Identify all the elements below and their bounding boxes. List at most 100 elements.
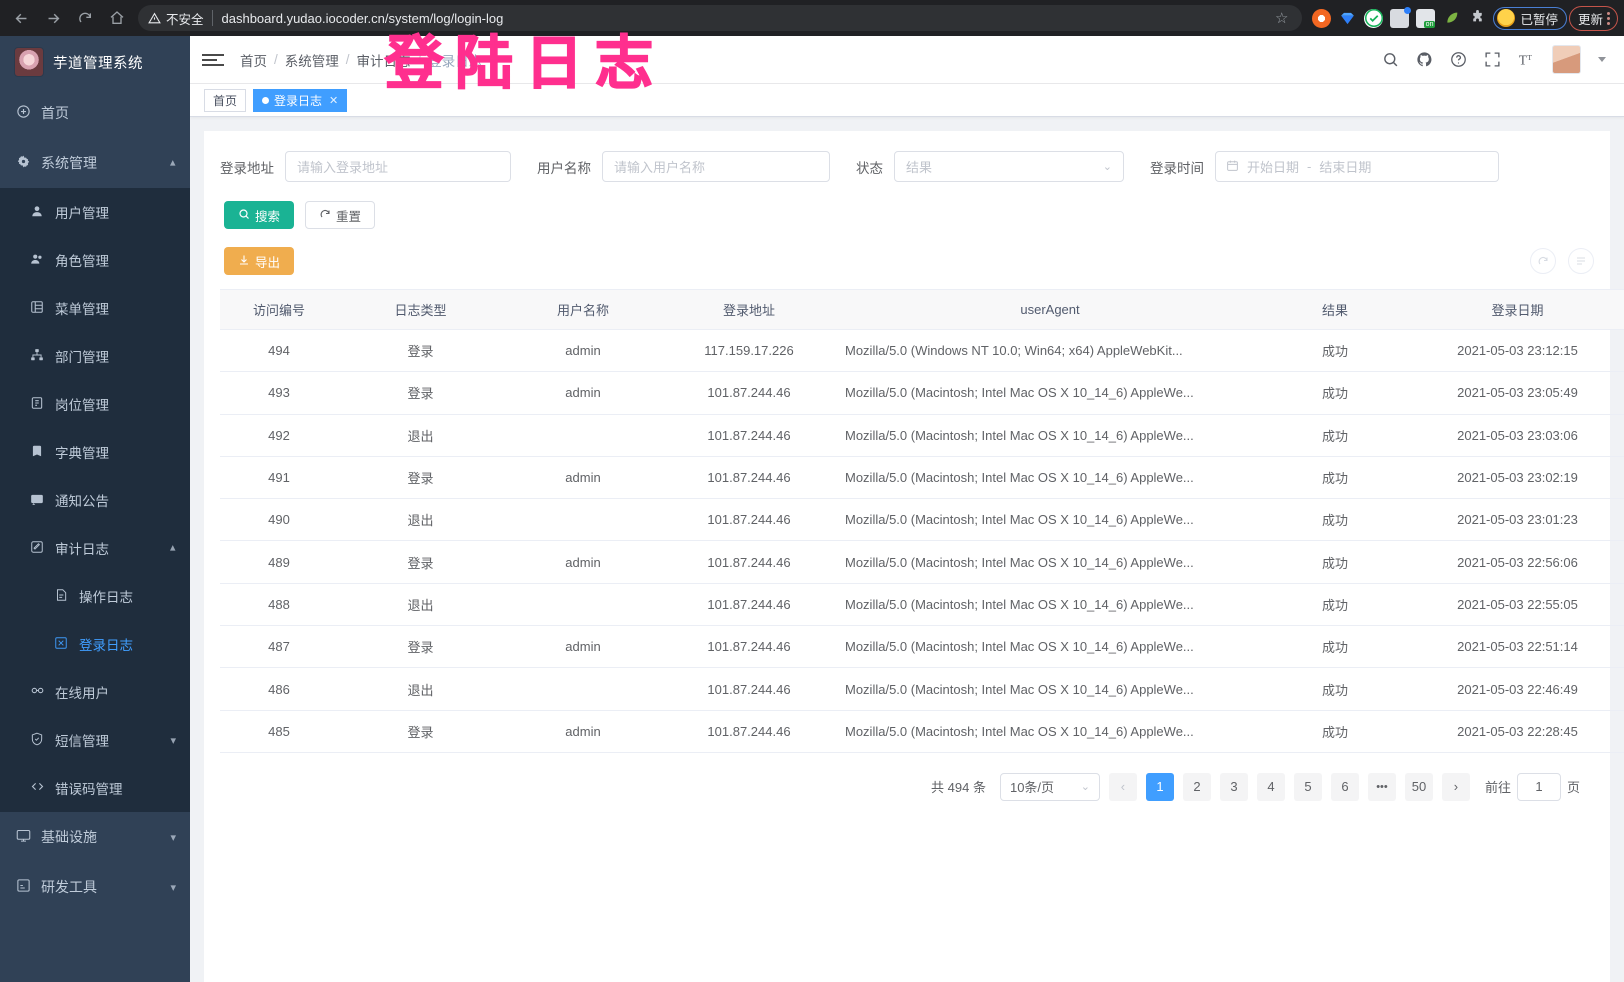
table-row[interactable]: 485 登录 admin 101.87.244.46 Mozilla/5.0 (Maci…: [220, 710, 1624, 753]
forward-arrow-icon[interactable]: [38, 3, 68, 33]
sidebar-item-dev-tools[interactable]: 研发工具 ▾: [0, 862, 190, 912]
status-select[interactable]: 结果 ⌄: [894, 151, 1124, 182]
sidebar-item-sms[interactable]: 短信管理 ▾: [0, 716, 190, 764]
breadcrumb-item-2[interactable]: 审计日志: [356, 53, 411, 69]
brand[interactable]: 芋道管理系统: [0, 36, 190, 88]
update-button[interactable]: 更新: [1568, 5, 1618, 31]
pagination-page-1[interactable]: 1: [1145, 772, 1174, 801]
fullscreen-icon[interactable]: [1484, 51, 1501, 68]
search-button[interactable]: 搜索: [224, 201, 295, 229]
table-row[interactable]: 490 退出 101.87.244.46 Mozilla/5.0 (Macintosh…: [220, 498, 1624, 542]
sidebar-item-roles[interactable]: 角色管理: [0, 236, 190, 284]
security-label: 不安全: [166, 12, 204, 27]
github-icon[interactable]: [1416, 51, 1433, 68]
browser-toolbar: 不安全 dashboard.yudao.iocoder.cn/system/lo…: [0, 0, 1624, 36]
pagination-jump-input[interactable]: 1: [1516, 772, 1561, 801]
address-bar[interactable]: 不安全 dashboard.yudao.iocoder.cn/system/lo…: [138, 5, 1303, 31]
sidebar-item-error-code[interactable]: 错误码管理: [0, 764, 190, 812]
sidebar-item-dictionary[interactable]: 字典管理: [0, 428, 190, 476]
chevron-down-icon: ▾: [170, 831, 176, 844]
browser-menu-icon[interactable]: [1605, 11, 1612, 25]
date-start-input[interactable]: 开始日期: [1247, 160, 1300, 175]
orange-ring-ext-icon[interactable]: [1312, 8, 1332, 28]
table-row[interactable]: 494 登录 admin 117.159.17.226 Mozilla/5.0 (Win…: [220, 329, 1624, 373]
pagination-page-3[interactable]: 3: [1219, 772, 1248, 801]
columns-circle-icon[interactable]: [1568, 248, 1594, 274]
sidebar-item-audit-log[interactable]: 审计日志 ▾: [0, 524, 190, 572]
pagination-ellipsis[interactable]: •••: [1367, 772, 1396, 801]
username-input[interactable]: 请输入用户名称: [602, 151, 830, 182]
table-row[interactable]: 486 退出 101.87.244.46 Mozilla/5.0 (Macintosh…: [220, 667, 1624, 711]
edit-icon: [28, 540, 46, 557]
form-item-login-time: 登录时间 开始日期 - 结束日期: [1150, 151, 1499, 182]
search-icon[interactable]: [1382, 51, 1399, 68]
puzzle-ext-icon[interactable]: [1468, 9, 1487, 28]
update-label: 更新: [1577, 12, 1603, 27]
avatar[interactable]: [1552, 45, 1581, 74]
sidebar-item-online-users[interactable]: 在线用户: [0, 668, 190, 716]
chevron-down-icon[interactable]: [1598, 57, 1606, 62]
help-icon[interactable]: [1450, 51, 1467, 68]
sidebar-item-home[interactable]: 首页: [0, 88, 190, 138]
date-end-input[interactable]: 结束日期: [1319, 160, 1372, 175]
sidebar-item-menus[interactable]: 菜单管理: [0, 284, 190, 332]
pagination-page-5[interactable]: 5: [1293, 772, 1322, 801]
app-root: 芋道管理系统 首页 系统管理 ▾ 用户管理: [0, 36, 1624, 982]
security-indicator[interactable]: 不安全: [148, 9, 212, 28]
reset-button[interactable]: 重置: [305, 201, 376, 229]
cell-id: 488: [220, 583, 338, 627]
sidebar-label-audit-log: 审计日志: [55, 542, 109, 557]
leaf-ext-icon[interactable]: [1442, 9, 1461, 28]
refresh-circle-icon[interactable]: [1530, 248, 1556, 274]
cell-user: [503, 667, 663, 711]
sidebar-item-users[interactable]: 用户管理: [0, 188, 190, 236]
sidebar-item-infrastructure[interactable]: 基础设施 ▾: [0, 812, 190, 862]
home-icon[interactable]: [102, 3, 132, 33]
pagination-page-2[interactable]: 2: [1182, 772, 1211, 801]
close-icon[interactable]: ✕: [329, 94, 339, 107]
login-address-input[interactable]: 请输入登录地址: [285, 151, 511, 182]
sidebar-label-online-users: 在线用户: [55, 686, 109, 701]
paused-button[interactable]: 已暂停: [1493, 6, 1567, 30]
cell-id: 485: [220, 710, 338, 753]
star-icon[interactable]: ☆: [1275, 10, 1289, 27]
pagination-prev[interactable]: ‹: [1108, 772, 1137, 801]
table-row[interactable]: 489 登录 admin 101.87.244.46 Mozilla/5.0 (Maci…: [220, 540, 1624, 584]
table-row[interactable]: 492 退出 101.87.244.46 Mozilla/5.0 (Macintosh…: [220, 414, 1624, 457]
status-select-value: 结果: [906, 160, 933, 175]
pagination-page-6[interactable]: 6: [1330, 772, 1359, 801]
table-row[interactable]: 491 登录 admin 101.87.244.46 Mozilla/5.0 (Maci…: [220, 456, 1624, 500]
green-on-ext-icon[interactable]: on: [1416, 8, 1436, 28]
sidebar-item-system[interactable]: 系统管理 ▾: [0, 138, 190, 188]
table-row[interactable]: 488 退出 101.87.244.46 Mozilla/5.0 (Macintosh…: [220, 583, 1624, 627]
label-login-time: 登录时间: [1150, 160, 1204, 176]
date-range-picker[interactable]: 开始日期 - 结束日期: [1215, 151, 1499, 182]
pagination-page-4[interactable]: 4: [1256, 772, 1285, 801]
breadcrumb-item-1[interactable]: 系统管理: [284, 53, 339, 69]
sidebar-item-login-log[interactable]: 登录日志: [0, 620, 190, 668]
tag-login-log[interactable]: 登录日志 ✕: [253, 88, 348, 112]
export-button[interactable]: 导出: [224, 247, 295, 275]
sidebar-item-posts[interactable]: 岗位管理: [0, 380, 190, 428]
table-row[interactable]: 493 登录 admin 101.87.244.46 Mozilla/5.0 (Maci…: [220, 371, 1624, 415]
breadcrumb-item-0[interactable]: 首页: [240, 53, 267, 69]
blue-doc-ext-icon[interactable]: [1390, 6, 1412, 28]
chevron-down-icon: ▾: [170, 734, 176, 747]
tag-home[interactable]: 首页: [204, 88, 247, 112]
pagination-page-last[interactable]: 50: [1404, 772, 1433, 801]
sidebar-item-notice[interactable]: 通知公告: [0, 476, 190, 524]
table-row[interactable]: 487 登录 admin 101.87.244.46 Mozilla/5.0 (Maci…: [220, 625, 1624, 669]
sidebar-item-departments[interactable]: 部门管理: [0, 332, 190, 380]
search-icon: [238, 208, 250, 223]
green-check-ext-icon[interactable]: [1364, 8, 1384, 28]
hamburger-icon[interactable]: [202, 53, 224, 66]
tree-icon: [28, 348, 46, 365]
sidebar-item-operation-log[interactable]: 操作日志: [0, 572, 190, 620]
reload-icon[interactable]: [70, 3, 100, 33]
back-arrow-icon[interactable]: [6, 3, 36, 33]
blue-diamond-ext-icon[interactable]: [1338, 9, 1357, 28]
page-size-select[interactable]: 10条/页 ⌄: [999, 772, 1100, 801]
sidebar-label-system: 系统管理: [41, 155, 97, 171]
pagination-next[interactable]: ›: [1441, 772, 1470, 801]
